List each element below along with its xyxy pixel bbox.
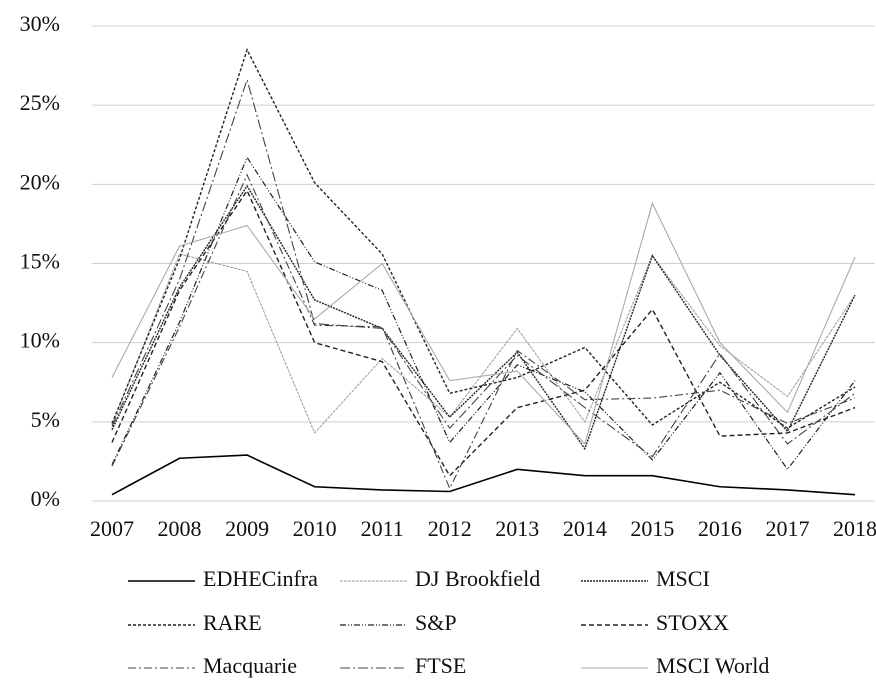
series-line — [111, 201, 856, 446]
x-tick-label: 2016 — [698, 516, 742, 541]
x-tick-label: 2010 — [293, 516, 337, 541]
y-tick-label: 5% — [31, 407, 60, 432]
x-tick-label: 2007 — [90, 516, 134, 541]
x-tick-label: 2017 — [765, 516, 809, 541]
series-line — [111, 173, 856, 490]
x-tick-label: 2013 — [495, 516, 539, 541]
x-tick-label: 2011 — [361, 516, 404, 541]
x-tick-label: 2014 — [563, 516, 607, 541]
y-tick-label: 15% — [20, 249, 60, 274]
series-line — [111, 77, 856, 458]
y-tick-label: 20% — [20, 169, 60, 194]
series-line — [111, 47, 856, 429]
x-tick-label: 2008 — [158, 516, 202, 541]
series-line — [111, 253, 856, 434]
x-tick-label: 2015 — [630, 516, 674, 541]
y-tick-label: 0% — [31, 486, 60, 511]
legend-label: Macquarie — [203, 653, 297, 678]
series-line — [111, 189, 856, 477]
legend-label: EDHECinfra — [203, 566, 318, 591]
series-line — [111, 156, 856, 471]
x-tick-label: 2012 — [428, 516, 472, 541]
legend-label: S&P — [415, 610, 457, 635]
legend-label: DJ Brookfield — [415, 566, 540, 591]
series-line — [111, 184, 856, 451]
legend-label: FTSE — [415, 653, 466, 678]
x-tick-label: 2009 — [225, 516, 269, 541]
legend-label: MSCI — [656, 566, 710, 591]
x-tick-label: 2018 — [833, 516, 876, 541]
legend-label: MSCI World — [656, 653, 769, 678]
legend-label: STOXX — [656, 610, 729, 635]
legend-label: RARE — [203, 610, 262, 635]
y-tick-label: 10% — [20, 328, 60, 353]
series-line — [111, 454, 856, 496]
y-tick-label: 30% — [20, 11, 60, 36]
y-tick-label: 25% — [20, 90, 60, 115]
